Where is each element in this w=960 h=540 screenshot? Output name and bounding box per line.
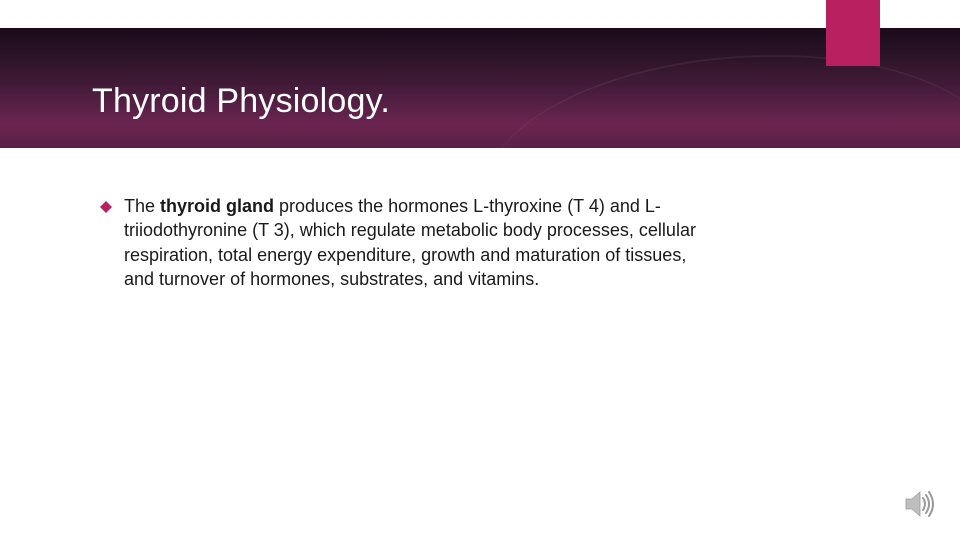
slide: Thyroid Physiology. The thyroid gland pr… [0, 0, 960, 540]
body-content: The thyroid gland produces the hormones … [100, 194, 700, 291]
bullet-text: The thyroid gland produces the hormones … [124, 194, 700, 291]
bullet-item: The thyroid gland produces the hormones … [100, 194, 700, 291]
slide-title: Thyroid Physiology. [92, 82, 390, 121]
bullet-bold: thyroid gland [160, 196, 274, 216]
bullet-lead: The [124, 196, 160, 216]
speaker-icon [902, 486, 938, 522]
accent-tab [826, 0, 880, 66]
bullet-marker-icon [100, 200, 112, 218]
